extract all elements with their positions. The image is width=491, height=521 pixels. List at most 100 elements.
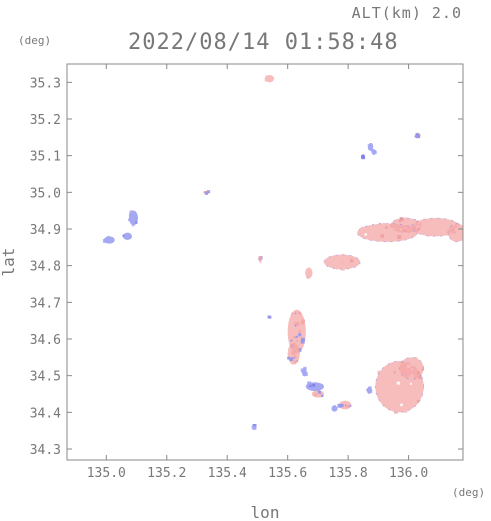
- echo-pixel: [296, 360, 299, 362]
- echo-pixel: [413, 357, 418, 361]
- echo-pixel: [439, 223, 443, 227]
- echo-pixel: [410, 362, 415, 367]
- y-tick-label: 34.8: [30, 260, 61, 275]
- echo-pixel: [397, 235, 402, 239]
- echo-pixel: [416, 400, 420, 403]
- echo-pixel: [333, 405, 337, 409]
- echo-pixel: [399, 217, 404, 222]
- echo-pixel: [333, 257, 336, 260]
- echo-pixel: [374, 237, 377, 240]
- echo-pixel: [303, 366, 307, 370]
- echo-pixel: [316, 388, 320, 392]
- echo-pixel: [301, 319, 305, 324]
- echo-pixel: [419, 393, 423, 398]
- echo-pixel: [359, 234, 362, 237]
- echo-pixel: [442, 230, 446, 233]
- x-tick-label: 135.6: [268, 466, 307, 481]
- echo-blob: [258, 256, 263, 264]
- echo-pixel: [416, 229, 419, 232]
- echo-blob-core: [357, 223, 418, 242]
- y-tick-label: 34.4: [30, 406, 61, 421]
- echo-blob-edge: [374, 360, 425, 413]
- echo-pixel: [340, 265, 344, 269]
- echo-pixel: [382, 227, 385, 229]
- echo-pixel: [366, 388, 368, 391]
- plot-frame: [66, 63, 464, 461]
- echo-pixel: [344, 404, 347, 407]
- echo-pixel: [291, 312, 294, 315]
- echo-pixel: [293, 346, 295, 349]
- echo-pixel: [371, 149, 375, 153]
- echo-blob: [356, 222, 419, 243]
- echo-pixel: [409, 380, 412, 383]
- echo-pixel: [360, 226, 364, 230]
- echo-pixel: [400, 384, 404, 388]
- echo-pixel: [300, 368, 305, 373]
- echo-pixel: [403, 229, 407, 233]
- echo-pixel: [293, 350, 296, 353]
- echo-blob: [360, 153, 366, 160]
- echo-pixel: [133, 216, 137, 221]
- echo-pixel: [397, 363, 400, 366]
- y-tick-label: 35.0: [30, 186, 61, 201]
- x-tick-label: 135.0: [87, 466, 126, 481]
- echo-pixel: [332, 408, 335, 411]
- echo-pixel: [102, 239, 107, 243]
- echo-pixel: [298, 333, 302, 337]
- echo-pixel: [307, 268, 311, 273]
- echo-pixel: [332, 258, 334, 261]
- echo-pixel: [346, 404, 350, 408]
- echo-pixel: [421, 368, 424, 371]
- echo-pixel: [456, 227, 460, 231]
- echo-pixel: [405, 380, 409, 384]
- echo-pixel: [450, 232, 452, 234]
- echo-pixel: [378, 396, 381, 399]
- echo-pixel: [402, 398, 407, 403]
- echo-blob: [311, 390, 324, 398]
- echo-pixel: [364, 233, 368, 236]
- echo-blob: [371, 149, 377, 155]
- echo-pixel: [413, 219, 417, 223]
- y-tick-label: 35.2: [30, 113, 61, 128]
- y-tick-label: 34.6: [30, 333, 61, 348]
- echo-blob: [447, 223, 463, 243]
- echo-pixel: [400, 403, 403, 407]
- echo-pixel: [452, 223, 456, 226]
- echo-pixel: [456, 225, 460, 229]
- echo-pixel: [361, 155, 366, 160]
- echo-pixel: [349, 259, 354, 263]
- echo-pixel: [425, 226, 428, 230]
- echo-pixel: [295, 322, 300, 326]
- echo-pixel: [404, 358, 408, 363]
- echo-pixel: [306, 273, 310, 278]
- echo-pixel: [295, 335, 298, 339]
- echo-pixel: [343, 266, 345, 269]
- echo-blob-edge: [399, 356, 425, 380]
- echo-pixel: [393, 371, 396, 374]
- echo-pixel: [461, 234, 463, 236]
- echo-pixel: [294, 322, 297, 325]
- x-tick-label: 135.4: [208, 466, 247, 481]
- echo-pixel: [341, 260, 346, 265]
- echo-blob: [305, 267, 313, 279]
- echo-pixel: [417, 389, 420, 392]
- echo-pixel: [294, 324, 297, 327]
- echo-pixel: [291, 351, 296, 356]
- echo-pixel: [420, 378, 423, 381]
- y-tick-label: 35.1: [30, 150, 61, 165]
- x-unit-label: (deg): [452, 486, 485, 499]
- echo-pixel: [293, 356, 296, 359]
- echo-pixel: [414, 396, 418, 400]
- x-axis-label: lon: [251, 503, 280, 521]
- echo-pixel: [287, 356, 290, 360]
- echo-pixel: [406, 364, 411, 369]
- echo-pixel: [416, 371, 420, 375]
- echo-pixel: [135, 221, 138, 224]
- echo-pixel: [392, 228, 395, 231]
- echo-pixel: [395, 377, 398, 380]
- echo-pixel: [337, 403, 342, 408]
- echo-pixel: [312, 387, 316, 390]
- echo-pixel: [294, 312, 297, 315]
- echo-pixel: [411, 360, 414, 363]
